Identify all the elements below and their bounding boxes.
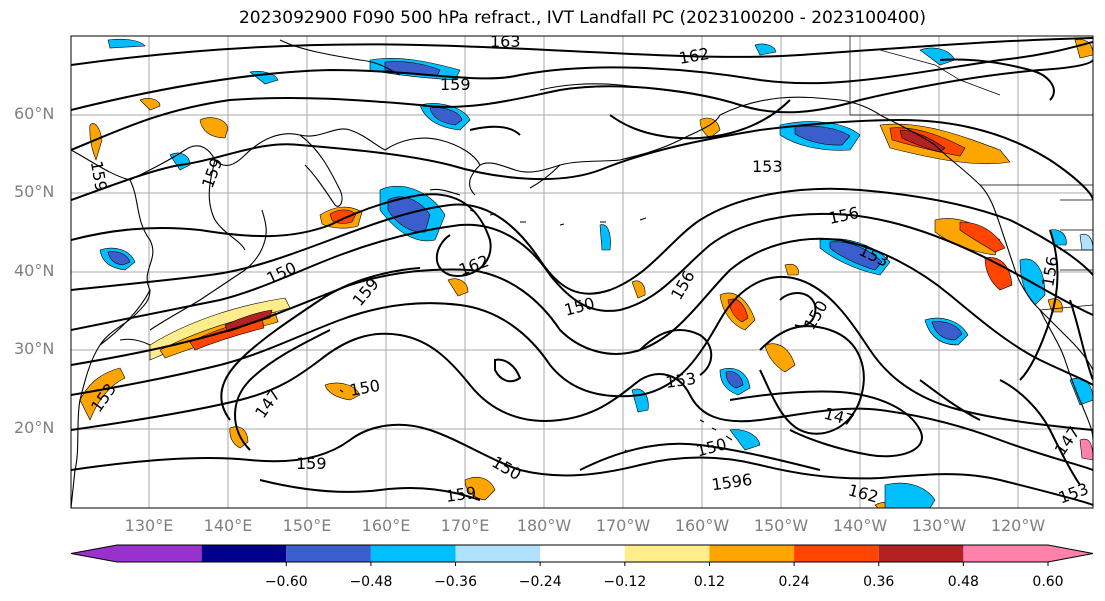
- contour-label: 159: [440, 75, 471, 94]
- height-contours: [71, 37, 1093, 506]
- lon-label: 160°W: [674, 516, 730, 535]
- lon-label: 180°W: [516, 516, 572, 535]
- lon-label: 130°W: [911, 516, 967, 535]
- lon-label: 130°E: [124, 516, 174, 535]
- lat-label: 40°N: [14, 261, 55, 280]
- colorbar-extend-low: [71, 545, 117, 562]
- contour-label: 159: [296, 454, 327, 473]
- lat-label: 20°N: [14, 418, 55, 437]
- lat-label: 30°N: [14, 339, 55, 358]
- colorbar-box: [624, 545, 710, 562]
- lat-label: 50°N: [14, 182, 55, 201]
- contour-label: 153: [752, 157, 783, 176]
- contour-label: 159: [444, 483, 477, 506]
- lon-label: 150°E: [282, 516, 332, 535]
- colorbar-box: [540, 545, 625, 562]
- colorbar-box: [455, 545, 541, 562]
- colorbar-box: [370, 545, 456, 562]
- lon-label: 140°E: [203, 516, 253, 535]
- lon-label: 170°W: [595, 516, 651, 535]
- colorbar-outline: [70, 544, 1094, 563]
- colorbar-box: [709, 545, 795, 562]
- colorbar-tick-label: −0.48: [349, 574, 393, 590]
- contour-label: 163: [490, 32, 521, 51]
- colorbar-extend-high: [1048, 545, 1093, 562]
- lat-label: 60°N: [14, 104, 55, 123]
- colorbar-box: [794, 545, 879, 562]
- colorbar-tick-label: 0.60: [1032, 574, 1064, 590]
- colorbar-box: [117, 545, 202, 562]
- colorbar-tick-label: −0.24: [518, 574, 562, 590]
- lon-label: 170°E: [440, 516, 490, 535]
- colorbar-tick-label: −0.60: [264, 574, 308, 590]
- colorbar: [70, 544, 1094, 566]
- colorbar-box: [878, 545, 964, 562]
- lon-label: 140°W: [832, 516, 888, 535]
- map-title: 2023092900 F090 500 hPa refract., IVT La…: [238, 8, 926, 28]
- colorbar-box: [201, 545, 287, 562]
- lon-label: 160°E: [361, 516, 411, 535]
- colorbar-tick-label: 0.12: [693, 574, 726, 590]
- map-frame: [70, 35, 1094, 509]
- lon-label: 120°W: [990, 516, 1046, 535]
- contour-label: 153: [664, 369, 697, 392]
- colorbar-tick-label: 0.24: [778, 574, 810, 590]
- colorbar-tick-label: −0.12: [603, 574, 647, 590]
- lon-label: 150°W: [753, 516, 809, 535]
- colorbar-box: [963, 545, 1048, 562]
- colorbar-tick-label: 0.48: [947, 574, 979, 590]
- colorbar-box: [286, 545, 371, 562]
- colorbar-tick-label: −0.36: [434, 574, 477, 590]
- colorbar-tick-label: 0.36: [863, 574, 895, 590]
